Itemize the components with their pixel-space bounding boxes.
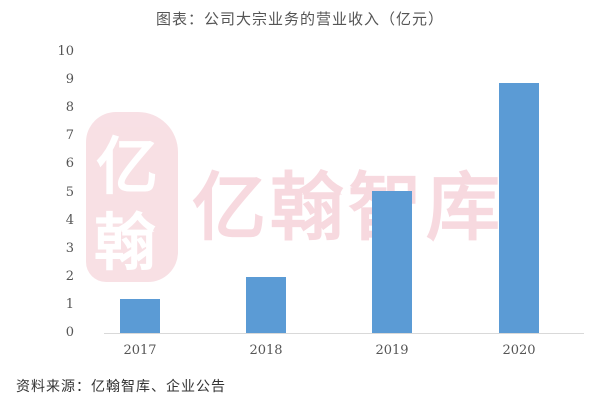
y-tick-label: 2 [65,268,74,284]
y-tick-label: 6 [65,156,74,172]
y-tick-label: 5 [65,184,74,200]
x-tick-label: 2019 [375,343,409,358]
y-tick-label: 3 [65,240,74,256]
watermark-seal-char-bottom: 翰 [94,206,157,279]
bar-2018 [246,276,286,333]
watermark-seal: 亿 翰 [86,112,178,282]
y-tick-label: 8 [65,100,74,116]
watermark-text: 亿翰智库 [192,165,504,251]
x-tick-label: 2017 [123,343,157,358]
source-note: 资料来源：亿翰智库、企业公告 [16,379,226,395]
x-tick-label: 2018 [249,343,283,358]
x-axis-line [104,333,584,334]
y-tick-label: 4 [65,212,74,228]
bar-2019 [372,191,412,333]
y-tick-label: 1 [65,296,74,312]
bar-2017 [120,299,160,333]
chart-title: 图表：公司大宗业务的营业收入（亿元） [155,10,444,28]
y-tick-label: 7 [65,128,74,144]
y-tick-label: 10 [57,44,74,59]
watermark-seal-char-top: 亿 [96,130,159,203]
bar-2020 [499,82,539,333]
x-tick-label: 2020 [502,343,536,358]
y-tick-label: 9 [65,72,74,88]
y-tick-label: 0 [65,325,74,340]
